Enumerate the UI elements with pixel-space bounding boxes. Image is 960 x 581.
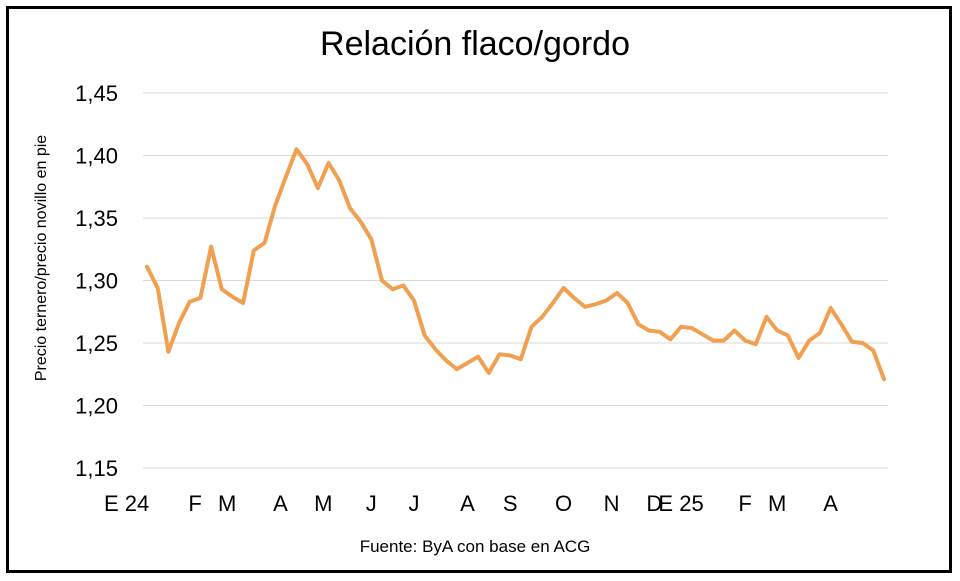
- x-tick-label: A: [460, 491, 475, 516]
- series-line: [145, 147, 886, 382]
- x-tick-label: F: [738, 491, 751, 516]
- x-tick-label: D: [646, 491, 662, 516]
- x-tick-label: E 24: [104, 491, 149, 516]
- x-tick-label: M: [768, 491, 786, 516]
- y-tick-label: 1,40: [75, 144, 118, 169]
- x-tick-label: M: [314, 491, 332, 516]
- y-tick-label: 1,15: [75, 456, 118, 481]
- chart-frame: [6, 6, 952, 573]
- x-tick-label: J: [366, 491, 377, 516]
- y-axis-label: Precio ternero/precio novillo en pie: [33, 135, 50, 381]
- x-tick-label: A: [823, 491, 838, 516]
- x-tick-label: M: [218, 491, 236, 516]
- x-tick-label: N: [604, 491, 620, 516]
- y-tick-label: 1,25: [75, 331, 118, 356]
- x-tick-label: F: [188, 491, 201, 516]
- x-tick-label: S: [503, 491, 518, 516]
- y-tick-label: 1,45: [75, 81, 118, 106]
- y-axis-ticks: 1,15 1,20 1,25 1,30 1,35 1,40 1,45: [75, 81, 118, 481]
- x-tick-label: A: [273, 491, 288, 516]
- y-tick-label: 1,35: [75, 206, 118, 231]
- x-tick-label: E 25: [658, 491, 703, 516]
- x-axis-ticks: E 24 F M A M J J A S O N DE 25 F M A: [104, 491, 838, 516]
- x-tick-label: J: [409, 491, 420, 516]
- x-tick-label: O: [555, 491, 572, 516]
- source-note: Fuente: ByA con base en ACG: [360, 537, 591, 556]
- grid-lines: [143, 92, 888, 469]
- chart-title: Relación flaco/gordo: [320, 25, 630, 63]
- y-tick-label: 1,30: [75, 269, 118, 294]
- y-tick-label: 1,20: [75, 394, 118, 419]
